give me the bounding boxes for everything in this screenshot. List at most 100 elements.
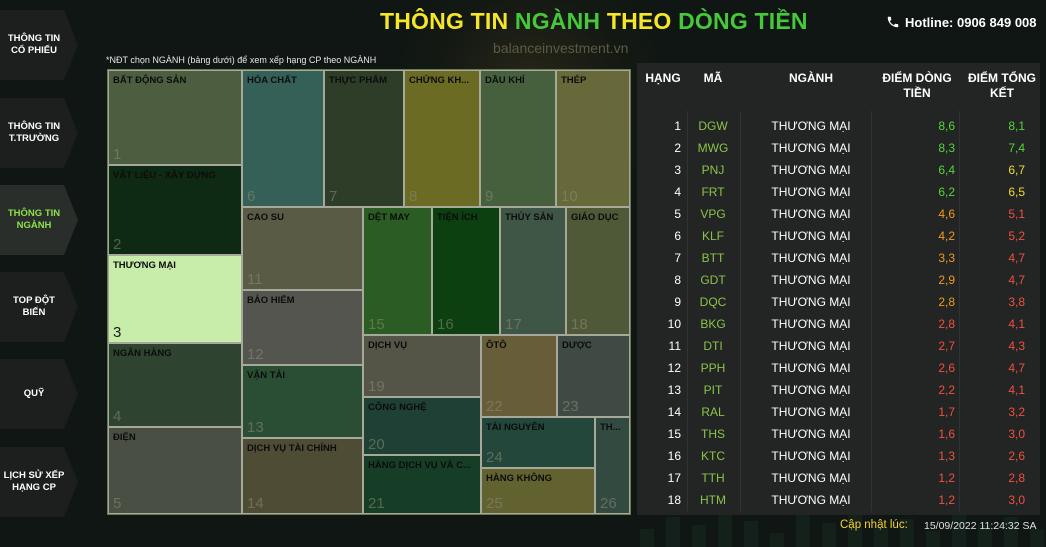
table-row[interactable]: 5 VPG THƯƠNG MẠI 4,6 5,1: [637, 203, 1040, 225]
table-row[interactable]: 7 BTT THƯƠNG MẠI 3,3 4,7: [637, 247, 1040, 269]
nav-thong-tin-nganh[interactable]: THÔNG TIN NGÀNH: [0, 185, 78, 255]
cell-number: 20: [368, 436, 385, 453]
treemap-cell-vat-lieu-xay-dung[interactable]: VẬT LIỆU - XÂY DỰNG 2: [108, 165, 242, 255]
table-row[interactable]: 11 DTI THƯƠNG MẠI 2,7 4,3: [637, 335, 1040, 357]
nav-thong-tin-thi-truong[interactable]: THÔNG TIN T.TRƯỜNG: [0, 98, 78, 168]
cell-number: 8: [409, 188, 418, 205]
rank-cell: 16: [667, 449, 681, 463]
title-part: DÒNG TIỀN: [678, 8, 808, 34]
treemap-cell-tien-ich[interactable]: TIỆN ÍCH 16: [432, 207, 500, 335]
header-nganh[interactable]: NGÀNH: [789, 71, 833, 85]
nav-quy[interactable]: QUỸ: [0, 359, 78, 429]
table-row[interactable]: 12 PPH THƯƠNG MẠI 2,6 4,7: [637, 357, 1040, 379]
rank-cell: 8: [674, 273, 681, 287]
cell-number: 13: [247, 419, 264, 436]
treemap-cell-thuy-san[interactable]: THỦY SẢN 17: [500, 207, 566, 335]
rank-cell: 4: [674, 185, 681, 199]
table-row[interactable]: 3 PNJ THƯƠNG MẠI 6,4 6,7: [637, 159, 1040, 181]
cell-label: NGÂN HÀNG: [113, 348, 172, 359]
treemap-cell-thep[interactable]: THÉP 10: [556, 70, 630, 207]
nav-label: TOP ĐỘT BIẾN: [13, 295, 55, 318]
header-diem-dong-tien[interactable]: ĐIỂM DÒNG TIỀN: [882, 71, 952, 100]
cell-number: 2: [113, 236, 122, 253]
cell-label: THỦY SẢN: [505, 212, 554, 223]
table-row[interactable]: 14 RAL THƯƠNG MẠI 1,7 3,2: [637, 401, 1040, 423]
cash-flow-score-cell: 8,3: [938, 141, 955, 155]
cash-flow-score-cell: 2,7: [938, 339, 955, 353]
table-row[interactable]: 2 MWG THƯƠNG MẠI 8,3 7,4: [637, 137, 1040, 159]
column-divider: [740, 111, 741, 511]
nav-lich-su-xep-hang-cp[interactable]: LỊCH SỬ XẾP HẠNG CP: [0, 447, 78, 517]
table-row[interactable]: 8 GDT THƯƠNG MẠI 2,9 4,7: [637, 269, 1040, 291]
nav-top-dot-bien[interactable]: TOP ĐỘT BIẾN: [0, 272, 78, 342]
ticker-cell: GDT: [700, 273, 726, 287]
treemap-cell-oto[interactable]: ÔTÔ 22: [481, 335, 557, 417]
header-rank[interactable]: HẠNG: [645, 71, 681, 85]
table-row[interactable]: 1 DGW THƯƠNG MẠI 8,6 8,1: [637, 115, 1040, 137]
cell-label: ĐIỆN: [113, 432, 136, 443]
sector-cell: THƯƠNG MẠI: [771, 471, 851, 485]
cell-label: VẬN TẢI: [247, 370, 285, 381]
table-row[interactable]: 17 TTH THƯƠNG MẠI 1,2 2,8: [637, 467, 1040, 489]
treemap-cell-thuong-mai[interactable]: THƯƠNG MẠI 3: [108, 255, 242, 343]
total-score-cell: 6,7: [1008, 163, 1025, 177]
table-row[interactable]: 10 BKG THƯƠNG MẠI 2,8 4,1: [637, 313, 1040, 335]
background-chart-decoration: [0, 507, 1046, 547]
header-diem-tong-ket[interactable]: ĐIỂM TỔNG KẾT: [968, 71, 1036, 100]
treemap-cell-det-may[interactable]: DỆT MAY 15: [363, 207, 432, 335]
nav-thong-tin-co-phieu[interactable]: THÔNG TIN CỔ PHIẾU: [0, 10, 78, 80]
nav-label: LỊCH SỬ XẾP HẠNG CP: [3, 470, 65, 493]
treemap-cell-van-tai[interactable]: VẬN TẢI 13: [242, 365, 363, 438]
hotline[interactable]: Hotline: 0906 849 008: [886, 15, 1037, 30]
cell-label: BẢO HIỂM: [247, 295, 295, 306]
total-score-cell: 4,7: [1008, 361, 1025, 375]
treemap-cell-bao-hiem[interactable]: BẢO HIỂM 12: [242, 290, 363, 365]
treemap-cell-cao-su[interactable]: CAO SU 11: [242, 207, 363, 290]
treemap-cell-dich-vu-tai-chinh[interactable]: DỊCH VỤ TÀI CHÍNH 14: [242, 438, 363, 514]
ticker-cell: DGW: [698, 119, 728, 133]
ticker-cell: BKG: [700, 317, 726, 331]
sector-cell: THƯƠNG MẠI: [771, 339, 851, 353]
treemap-cell-hang-dich-vu[interactable]: HÀNG DỊCH VỤ VÀ C... 21: [363, 455, 481, 514]
ticker-cell: PPH: [700, 361, 726, 375]
treemap-cell-thuc-pham[interactable]: THỰC PHẨM 7: [324, 70, 404, 207]
table-row[interactable]: 4 FRT THƯƠNG MẠI 6,2 6,5: [637, 181, 1040, 203]
cell-number: 25: [486, 495, 503, 512]
cell-label: CÔNG NGHỆ: [368, 402, 427, 413]
cell-number: 3: [113, 324, 122, 341]
total-score-cell: 5,2: [1008, 229, 1025, 243]
cell-number: 16: [437, 316, 454, 333]
ticker-cell: THS: [701, 427, 725, 441]
rank-cell: 17: [667, 471, 681, 485]
title-part: NGÀNH: [514, 8, 601, 34]
rank-cell: 18: [667, 493, 681, 507]
cell-number: 18: [571, 316, 588, 333]
cell-number: 19: [368, 378, 385, 395]
table-row[interactable]: 18 HTM THƯƠNG MẠI 1,2 3,0: [637, 489, 1040, 511]
nav-label: THÔNG TIN T.TRƯỜNG: [7, 121, 61, 144]
cash-flow-score-cell: 6,4: [938, 163, 955, 177]
treemap-cell-dich-vu[interactable]: DỊCH VỤ 19: [363, 335, 481, 397]
table-row[interactable]: 6 KLF THƯƠNG MẠI 4,2 5,2: [637, 225, 1040, 247]
treemap-cell-dien[interactable]: ĐIỆN 5: [108, 427, 242, 514]
treemap-cell-cong-nghe[interactable]: CÔNG NGHỆ 20: [363, 397, 481, 455]
treemap-cell-bat-dong-san[interactable]: BẤT ĐỘNG SẢN 1: [108, 70, 242, 165]
treemap-cell-th[interactable]: TH... 26: [595, 417, 630, 514]
treemap-cell-chung-khoan[interactable]: CHỨNG KH... 8: [404, 70, 480, 207]
table-row[interactable]: 9 DQC THƯƠNG MẠI 2,8 3,8: [637, 291, 1040, 313]
treemap-cell-ngan-hang[interactable]: NGÂN HÀNG 4: [108, 343, 242, 427]
column-divider: [871, 111, 872, 511]
cash-flow-score-cell: 1,3: [938, 449, 955, 463]
treemap-cell-hoa-chat[interactable]: HÓA CHẤT 6: [242, 70, 324, 207]
treemap-cell-dau-khi[interactable]: DẦU KHÍ 9: [480, 70, 556, 207]
sector-cell: THƯƠNG MẠI: [771, 295, 851, 309]
table-row[interactable]: 13 PIT THƯƠNG MẠI 2,2 4,1: [637, 379, 1040, 401]
treemap-cell-duoc[interactable]: DƯỢC 23: [557, 335, 630, 417]
table-row[interactable]: 15 THS THƯƠNG MẠI 1,6 3,0: [637, 423, 1040, 445]
rank-cell: 12: [667, 361, 681, 375]
header-ma[interactable]: MÃ: [703, 71, 723, 85]
treemap-cell-hang-khong[interactable]: HÀNG KHÔNG 25: [481, 468, 595, 514]
treemap-cell-tai-nguyen[interactable]: TÀI NGUYÊN 24: [481, 417, 595, 468]
treemap-cell-giao-duc[interactable]: GIÁO DỤC 18: [566, 207, 630, 335]
table-row[interactable]: 16 KTC THƯƠNG MẠI 1,3 2,6: [637, 445, 1040, 467]
